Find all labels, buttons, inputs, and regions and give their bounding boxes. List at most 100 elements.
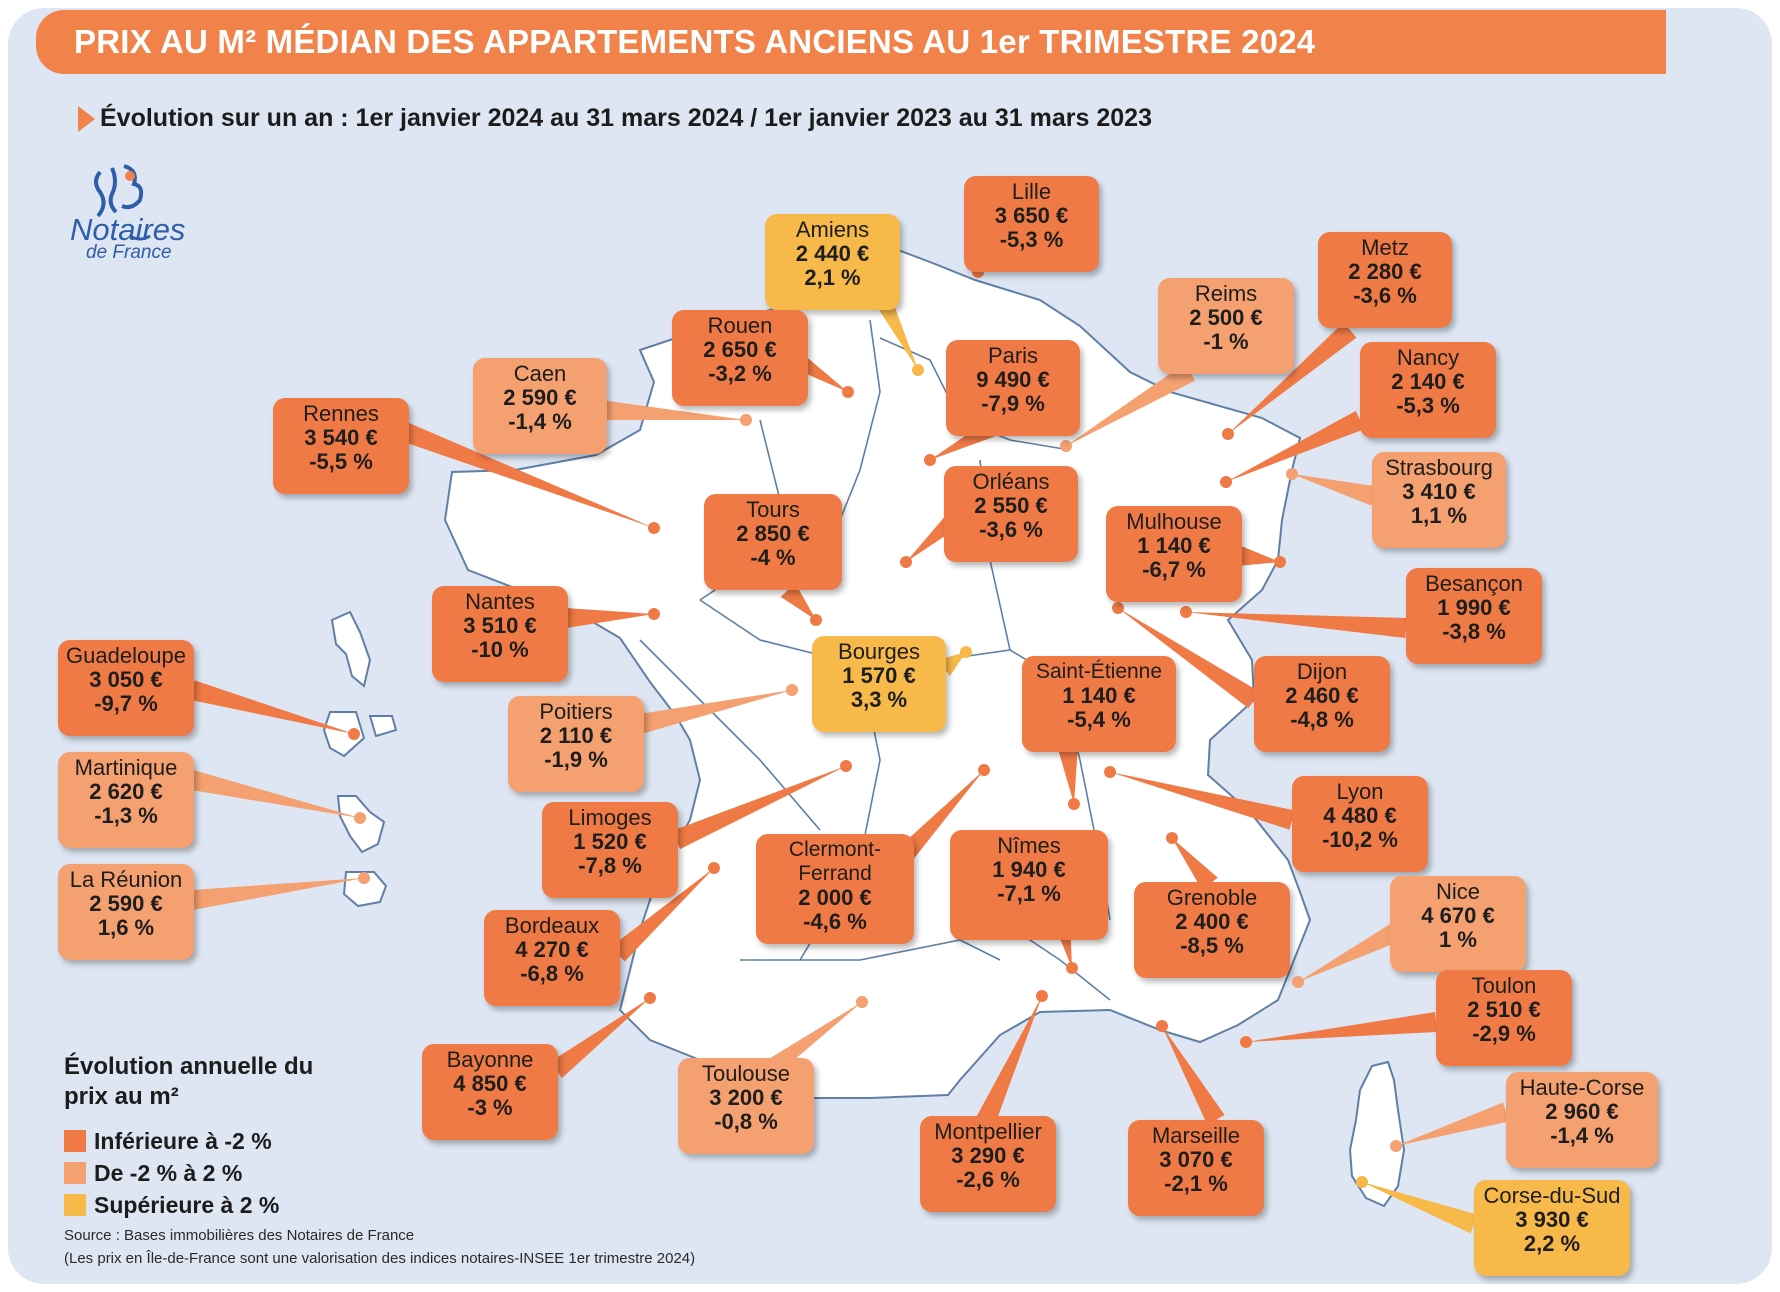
pointer-lyon (1110, 772, 1295, 830)
city-change: -2,1 % (1164, 1171, 1228, 1196)
city-change: -8,5 % (1180, 933, 1244, 958)
city-price: 1 520 € (573, 829, 647, 854)
city-name: Nîmes (997, 833, 1061, 858)
city-name: Amiens (795, 217, 870, 242)
city-name: Besançon (1425, 571, 1523, 596)
callout-metz: Metz 2 280 € -3,6 % (1318, 232, 1452, 328)
pointer-montpellier (976, 996, 1042, 1125)
callout-nancy: Nancy 2 140 € -5,3 % (1360, 342, 1496, 438)
city-name: Rennes (303, 401, 379, 426)
city-name: Martinique (74, 755, 178, 780)
city-name: Bayonne (446, 1047, 534, 1072)
subtitle-arrow-icon (78, 106, 95, 132)
callout-bordeaux: Bordeaux 4 270 € -6,8 % (484, 910, 620, 1006)
corsica-shape (1348, 1060, 1406, 1208)
city-change: -2,6 % (956, 1167, 1020, 1192)
city-change: -6,8 % (520, 961, 584, 986)
city-dot-dijon (1112, 602, 1124, 614)
pointer-corse-du-sud (1362, 1182, 1478, 1234)
city-price: 4 850 € (453, 1071, 527, 1096)
city-name: Clermont-Ferrand (788, 838, 882, 885)
callout-grenoble: Grenoble 2 400 € -8,5 % (1134, 882, 1290, 978)
pointer-nancy (1226, 410, 1365, 482)
pointer-rennes (396, 420, 654, 528)
city-price: 2 850 € (736, 521, 810, 546)
city-change: -2,9 % (1472, 1021, 1536, 1046)
callout-toulon: Toulon 2 510 € -2,9 % (1436, 970, 1572, 1066)
callout-nimes: Nîmes 1 940 € -7,1 % (950, 830, 1108, 940)
callout-saint-etienne: Saint-Étienne 1 140 € -5,4 % (1022, 656, 1176, 752)
city-name: Lyon (1336, 779, 1384, 804)
callout-strasbourg: Strasbourg 3 410 €1,1 % (1372, 452, 1506, 548)
city-price: 3 650 € (994, 203, 1069, 228)
pointer-dijon (1118, 608, 1260, 709)
city-name: Rouen (707, 313, 773, 338)
city-change: -7,1 % (997, 881, 1061, 906)
city-price: 1 940 € (992, 857, 1066, 882)
pointer-grenoble (1172, 838, 1218, 891)
callout-martinique: Martinique 2 620 € -1,3 % (58, 752, 194, 848)
pointer-tours (780, 583, 816, 620)
callout-haute-corse: Haute-Corse 2 960 € -1,4 % (1506, 1072, 1658, 1168)
city-price: 2 280 € (1348, 259, 1422, 284)
city-name: Montpellier (934, 1119, 1042, 1144)
pointer-bordeaux (611, 868, 714, 962)
city-change: -4 % (750, 545, 796, 570)
city-dot-mulhouse (1274, 556, 1286, 568)
city-change: -4,6 % (803, 909, 867, 934)
city-dot-poitiers (786, 684, 798, 696)
city-name: Marseille (1151, 1123, 1241, 1148)
city-dot-paris (924, 454, 936, 466)
city-change: -3,8 % (1442, 619, 1506, 644)
city-name: Corse-du-Sud (1483, 1183, 1621, 1208)
callout-toulouse: Toulouse 3 200 € -0,8 % (678, 1058, 814, 1154)
city-change: -1,4 % (1550, 1123, 1614, 1148)
city-dot-besancon (1180, 606, 1192, 618)
city-change: -3,2 % (708, 361, 772, 386)
city-name: Lille (1011, 179, 1052, 204)
city-dot-caen (740, 414, 752, 426)
pointer-caen (599, 400, 746, 420)
city-price: 3 410 € (1402, 479, 1476, 504)
city-name: Nice (1435, 879, 1480, 904)
city-dot-nice (1292, 976, 1304, 988)
city-change: -3,6 % (1353, 283, 1417, 308)
callout-la-reunion: La Réunion 2 590 €1,6 % (58, 864, 194, 960)
callout-rouen: Rouen 2 650 € -3,2 % (672, 310, 808, 406)
city-change: -3,6 % (979, 517, 1043, 542)
callout-poitiers: Poitiers 2 110 € -1,9 % (508, 696, 644, 792)
notaires-logo-icon (94, 164, 151, 241)
city-dots (348, 266, 1402, 1188)
city-price: 2 140 € (1391, 369, 1465, 394)
callout-clermont-ferrand: Clermont-Ferrand 2 000 € -4,6 % (756, 834, 914, 944)
callout-bourges: Bourges 1 570 €3,3 % (812, 636, 946, 732)
city-name: Bourges (838, 639, 920, 664)
city-dot-bourges (960, 646, 972, 658)
city-price: 2 400 € (1175, 909, 1249, 934)
city-dot-limoges (840, 760, 852, 772)
city-dot-saint-etienne (1068, 798, 1080, 810)
city-change: -4,8 % (1290, 707, 1354, 732)
pointer-bayonne (549, 998, 650, 1078)
pointer-reims (1066, 363, 1196, 446)
callout-montpellier: Montpellier 3 290 € -2,6 % (920, 1116, 1056, 1212)
pointer-marseille (1162, 1026, 1225, 1125)
city-name: Limoges (568, 805, 652, 830)
city-dot-haute-corse (1390, 1140, 1402, 1152)
callout-bayonne: Bayonne 4 850 € -3 % (422, 1044, 558, 1140)
city-price: 2 590 € (503, 385, 577, 410)
city-dot-toulon (1240, 1036, 1252, 1048)
city-dot-bayonne (644, 992, 656, 1004)
city-change: 2,1 % (804, 265, 861, 290)
city-price: 1 570 € (842, 663, 916, 688)
callout-caen: Caen 2 590 € -1,4 % (473, 358, 607, 454)
city-change: -0,8 % (714, 1109, 778, 1134)
city-dot-nancy (1220, 476, 1232, 488)
callout-tours: Tours 2 850 € -4 % (704, 494, 842, 590)
city-price: 2 110 € (539, 723, 613, 748)
city-price: 2 000 € (798, 885, 872, 910)
legend-title: Évolution annuelle du prix au m² (64, 1053, 314, 1110)
reunion-shape (342, 871, 388, 908)
city-change: -7,8 % (578, 853, 642, 878)
city-change: -5,5 % (309, 449, 373, 474)
